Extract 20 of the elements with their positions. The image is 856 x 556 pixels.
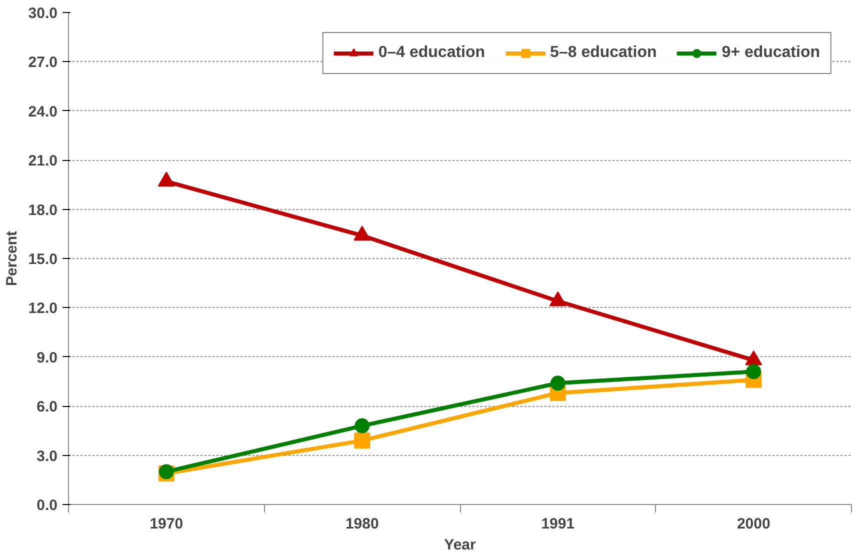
y-tick-label: 3.0 xyxy=(36,448,58,465)
y-tick-label: 9.0 xyxy=(36,349,58,366)
y-tick-label: 6.0 xyxy=(36,398,58,416)
y-tick-label: 0.0 xyxy=(36,497,58,514)
y-axis-title: Percent xyxy=(3,230,20,286)
x-axis-title: Year xyxy=(444,536,476,554)
x-tick-label: 1980 xyxy=(345,516,379,532)
y-tick-label: 24.0 xyxy=(28,103,58,120)
y-tick-label: 15.0 xyxy=(28,251,58,268)
x-tick-label: 1991 xyxy=(541,516,575,532)
x-tick-label: 2000 xyxy=(736,516,770,532)
x-tick-label: 1970 xyxy=(150,516,184,532)
y-tick-label: 21.0 xyxy=(28,152,58,170)
y-tick-label: 30.0 xyxy=(28,5,58,22)
legend-label: 0–4 education xyxy=(378,44,486,62)
legend-label: 5–8 education xyxy=(550,44,657,62)
y-tick-label: 27.0 xyxy=(28,54,58,72)
y-tick-label: 12.0 xyxy=(28,300,58,318)
legend-label: 9+ education xyxy=(722,44,820,62)
y-tick-label: 18.0 xyxy=(28,202,58,219)
